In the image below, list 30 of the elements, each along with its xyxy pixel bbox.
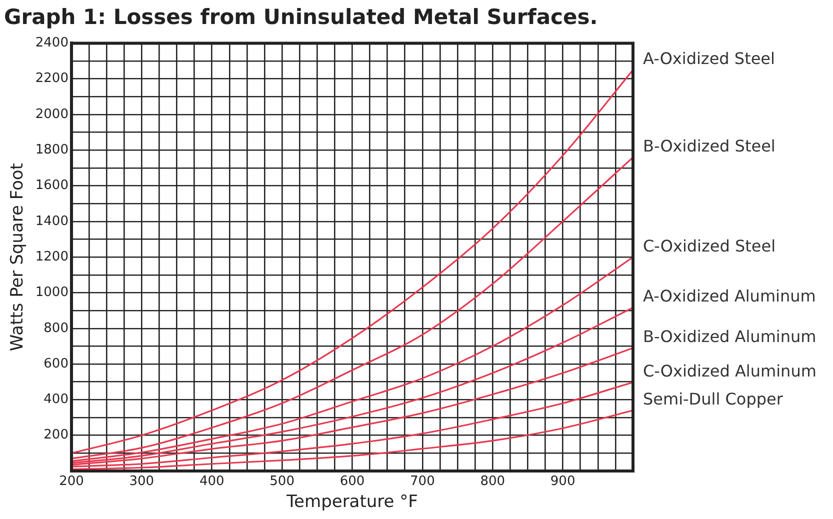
y-tick-label: 2200 — [35, 71, 68, 86]
series-label: C-Oxidized Steel — [643, 236, 776, 256]
chart-title: Graph 1: Losses from Uninsulated Metal Surfaces. — [4, 5, 598, 30]
x-axis-title: Temperature °F — [286, 492, 418, 512]
y-tick-label: 200 — [44, 428, 68, 443]
y-tick-label: 1400 — [35, 214, 68, 229]
x-tick-label: 900 — [550, 474, 576, 490]
y-tick-label: 1200 — [35, 249, 68, 264]
x-tick-label: 700 — [410, 474, 435, 490]
series-label: B-Oxidized Aluminum — [643, 327, 816, 346]
y-tick-label: 2400 — [35, 36, 68, 51]
y-tick-label: 1000 — [35, 285, 68, 300]
x-tick-label: 400 — [199, 474, 224, 490]
x-tick-label: 300 — [129, 474, 154, 490]
series-label: Semi-Dull Copper — [643, 390, 784, 409]
y-tick-label: 1600 — [35, 178, 68, 194]
series-label: C-Oxidized Aluminum — [643, 361, 816, 380]
x-tick-label: 600 — [340, 474, 365, 490]
x-tick-label: 200 — [59, 474, 84, 490]
y-tick-label: 2000 — [35, 106, 68, 122]
y-tick-label: 400 — [44, 392, 68, 408]
series-label: A-Oxidized Aluminum — [643, 286, 816, 306]
y-tick-label: 800 — [44, 320, 68, 336]
x-tick-label: 800 — [480, 474, 506, 490]
series-label: A-Oxidized Steel — [643, 49, 775, 68]
x-tick-label: 500 — [270, 474, 294, 490]
series-label: B-Oxidized Steel — [643, 136, 776, 156]
y-axis-title: Watts Per Square Foot — [8, 162, 28, 352]
y-tick-label: 1800 — [35, 142, 68, 158]
y-tick-label: 600 — [44, 356, 68, 372]
